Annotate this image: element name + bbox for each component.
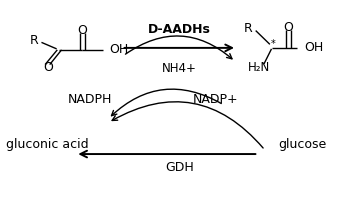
Text: glucose: glucose xyxy=(279,138,327,151)
Text: *: * xyxy=(270,39,275,49)
Text: O: O xyxy=(43,61,53,74)
FancyArrowPatch shape xyxy=(112,102,263,148)
Text: GDH: GDH xyxy=(165,161,193,174)
Text: gluconic acid: gluconic acid xyxy=(6,138,89,151)
FancyArrowPatch shape xyxy=(111,89,221,116)
Text: O: O xyxy=(78,24,88,37)
Text: D-AADHs: D-AADHs xyxy=(148,23,211,36)
Text: OH: OH xyxy=(304,41,323,54)
Text: O: O xyxy=(284,21,294,34)
Text: OH: OH xyxy=(109,43,129,56)
Text: R: R xyxy=(30,33,39,47)
Text: NH4+: NH4+ xyxy=(162,62,197,75)
Text: H₂N: H₂N xyxy=(248,61,270,74)
Text: NADP+: NADP+ xyxy=(193,92,238,106)
Text: R: R xyxy=(244,22,253,35)
Text: NADPH: NADPH xyxy=(68,92,112,106)
FancyArrowPatch shape xyxy=(126,36,232,59)
